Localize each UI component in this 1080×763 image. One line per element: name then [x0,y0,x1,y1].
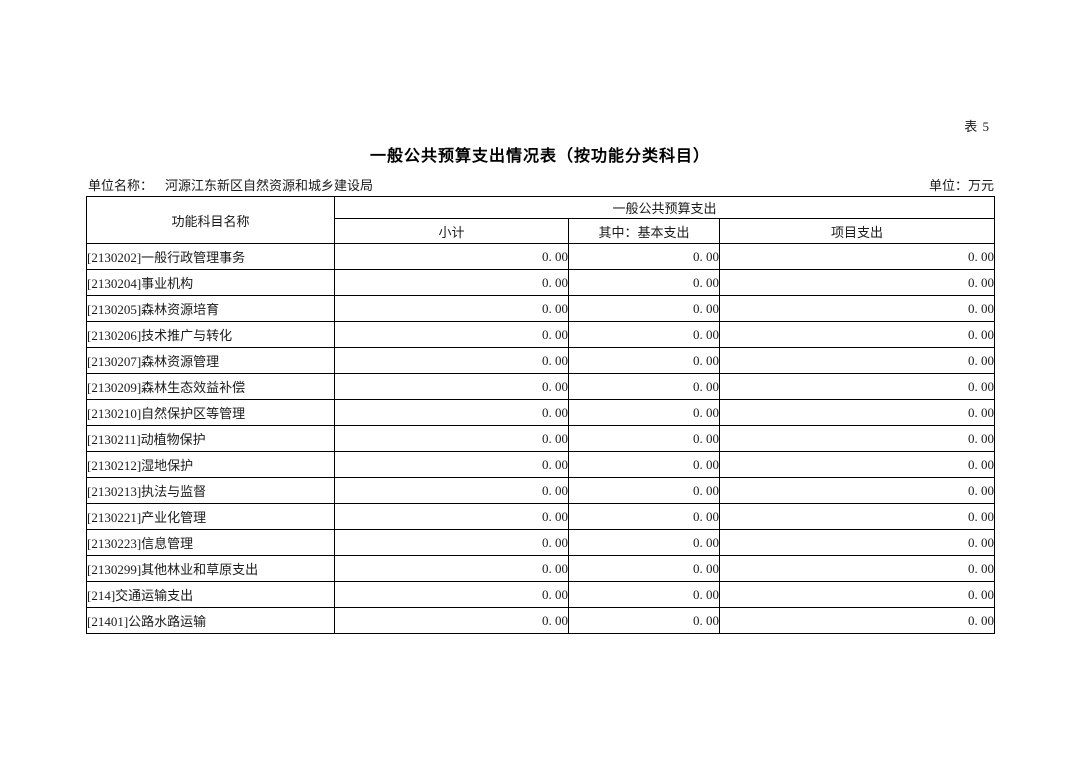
basic-expenditure-value: 0. 00 [568,425,720,452]
function-item-name: [2130211]动植物保护 [86,425,335,452]
table-row: [21401]公路水路运输 0. 00 0. 00 0. 00 [86,607,996,634]
subtotal-value: 0. 00 [334,425,569,452]
subtotal-value: 0. 00 [334,477,569,504]
unit-name-value: 河源江东新区自然资源和城乡建设局 [165,178,374,193]
function-item-name: [2130209]森林生态效益补偿 [86,373,335,400]
table-row: [2130202]一般行政管理事务 0. 00 0. 00 0. 00 [86,243,996,270]
project-expenditure-value: 0. 00 [718,295,996,322]
subtotal-value: 0. 00 [334,503,569,530]
column-header-basic-expenditure: 其中：基本支出 [568,218,720,244]
function-item-name: [2130210]自然保护区等管理 [86,399,335,426]
subtotal-value: 0. 00 [334,243,569,270]
project-expenditure-value: 0. 00 [718,425,996,452]
subtotal-value: 0. 00 [334,581,569,608]
table-row: [214]交通运输支出 0. 00 0. 00 0. 00 [86,581,996,608]
project-expenditure-value: 0. 00 [718,607,996,634]
basic-expenditure-value: 0. 00 [568,321,720,348]
unit-name-label: 单位名称： [88,178,154,193]
table-row: [2130299]其他林业和草原支出 0. 00 0. 00 0. 00 [86,555,996,582]
function-item-name: [2130221]产业化管理 [86,503,335,530]
function-item-name: [2130205]森林资源培育 [86,295,335,322]
function-item-name: [2130223]信息管理 [86,529,335,556]
subtotal-value: 0. 00 [334,451,569,478]
function-item-name: [2130299]其他林业和草原支出 [86,555,335,582]
function-item-name: [2130213]执法与监督 [86,477,335,504]
budget-table: 功能科目名称 一般公共预算支出 小计 其中：基本支出 项目支出 [2130202… [86,196,996,634]
subtotal-value: 0. 00 [334,347,569,374]
unit-name-line: 单位名称： 河源江东新区自然资源和城乡建设局 [88,175,373,194]
currency-unit-label: 单位：万元 [928,178,994,193]
function-item-name: [2130206]技术推广与转化 [86,321,335,348]
subtotal-value: 0. 00 [334,607,569,634]
project-expenditure-value: 0. 00 [718,347,996,374]
project-expenditure-value: 0. 00 [718,373,996,400]
table-row: [2130204]事业机构 0. 00 0. 00 0. 00 [86,269,996,296]
header-row-sub: 小计 其中：基本支出 项目支出 [87,218,996,244]
basic-expenditure-value: 0. 00 [568,269,720,296]
subtotal-value: 0. 00 [334,269,569,296]
subtotal-value: 0. 00 [334,399,569,426]
project-expenditure-value: 0. 00 [718,399,996,426]
project-expenditure-value: 0. 00 [718,555,996,582]
table-row: [2130212]湿地保护 0. 00 0. 00 0. 00 [86,451,996,478]
subtotal-value: 0. 00 [334,555,569,582]
subtotal-value: 0. 00 [334,529,569,556]
function-item-name: [2130207]森林资源管理 [86,347,335,374]
basic-expenditure-value: 0. 00 [568,555,720,582]
basic-expenditure-value: 0. 00 [568,295,720,322]
project-expenditure-value: 0. 00 [718,529,996,556]
table-row: [2130223]信息管理 0. 00 0. 00 0. 00 [86,529,996,556]
column-group-header-general-budget: 一般公共预算支出 [333,196,996,219]
basic-expenditure-value: 0. 00 [568,399,720,426]
table-row: [2130210]自然保护区等管理 0. 00 0. 00 0. 00 [86,399,996,426]
function-item-name: [214]交通运输支出 [86,581,335,608]
basic-expenditure-value: 0. 00 [568,581,720,608]
function-item-name: [2130212]湿地保护 [86,451,335,478]
basic-expenditure-value: 0. 00 [568,373,720,400]
project-expenditure-value: 0. 00 [718,243,996,270]
table-row: [2130206]技术推广与转化 0. 00 0. 00 0. 00 [86,321,996,348]
project-expenditure-value: 0. 00 [718,581,996,608]
function-item-name: [21401]公路水路运输 [86,607,335,634]
project-expenditure-value: 0. 00 [718,451,996,478]
table-row: [2130205]森林资源培育 0. 00 0. 00 0. 00 [86,295,996,322]
column-header-function-subject: 功能科目名称 [86,196,335,244]
table-row: [2130211]动植物保护 0. 00 0. 00 0. 00 [86,425,996,452]
basic-expenditure-value: 0. 00 [568,451,720,478]
subtotal-value: 0. 00 [334,373,569,400]
basic-expenditure-value: 0. 00 [568,503,720,530]
project-expenditure-value: 0. 00 [718,477,996,504]
page-title: 一般公共预算支出情况表（按功能分类科目） [369,148,710,165]
column-header-project-expenditure: 项目支出 [718,218,996,244]
basic-expenditure-value: 0. 00 [568,477,720,504]
function-item-name: [2130204]事业机构 [86,269,335,296]
table-row: [2130207]森林资源管理 0. 00 0. 00 0. 00 [86,347,996,374]
table-number-label: 表 5 [964,119,990,134]
basic-expenditure-value: 0. 00 [568,607,720,634]
basic-expenditure-value: 0. 00 [568,529,720,556]
project-expenditure-value: 0. 00 [718,503,996,530]
table-row: [2130213]执法与监督 0. 00 0. 00 0. 00 [86,477,996,504]
function-item-name: [2130202]一般行政管理事务 [86,243,335,270]
basic-expenditure-value: 0. 00 [568,347,720,374]
subtotal-value: 0. 00 [334,321,569,348]
basic-expenditure-value: 0. 00 [568,243,720,270]
table-row: [2130221]产业化管理 0. 00 0. 00 0. 00 [86,503,996,530]
column-header-subtotal: 小计 [334,218,569,244]
project-expenditure-value: 0. 00 [718,269,996,296]
subtotal-value: 0. 00 [334,295,569,322]
header-row-group: 功能科目名称 一般公共预算支出 [86,196,996,244]
project-expenditure-value: 0. 00 [718,321,996,348]
table-row: [2130209]森林生态效益补偿 0. 00 0. 00 0. 00 [86,373,996,400]
